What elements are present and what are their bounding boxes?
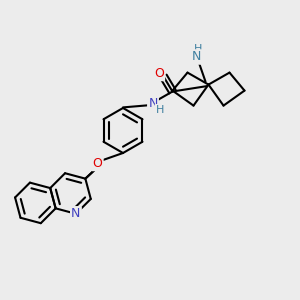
Text: O: O [154, 67, 164, 80]
Text: H: H [156, 105, 164, 115]
Text: H: H [194, 44, 202, 55]
Text: N: N [71, 207, 81, 220]
Text: N: N [192, 50, 201, 64]
Text: N: N [148, 97, 158, 110]
Text: O: O [93, 157, 102, 170]
